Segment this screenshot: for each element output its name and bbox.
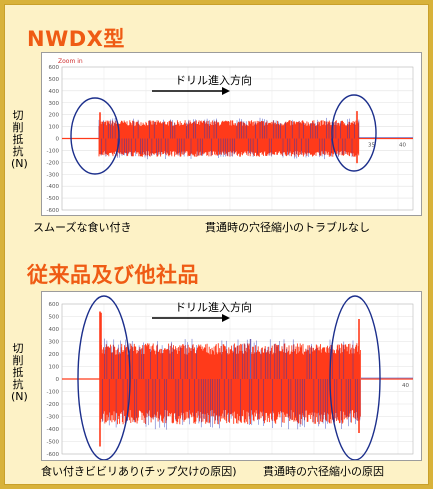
x-tick-label: 35 <box>368 143 375 149</box>
top-ylabel: 切削抵抗(N) <box>11 109 28 170</box>
y-tick-label: 300 <box>49 101 60 107</box>
bottom-note-right: 貫通時の穴径縮小の原因 <box>263 465 384 478</box>
entry-highlight-ellipse <box>77 295 131 460</box>
y-tick-label: 300 <box>49 340 60 346</box>
chart-header-text: Zoom in <box>58 58 83 65</box>
y-tick-label: -100 <box>47 390 60 396</box>
y-tick-label: -200 <box>47 402 60 408</box>
bottom-title: 従来品及び他社品 <box>27 263 199 287</box>
y-tick-label: 100 <box>49 125 60 131</box>
y-tick-label: -500 <box>47 440 60 446</box>
y-tick-label: 0 <box>56 137 60 143</box>
top-direction-label: ドリル進入方向 <box>175 74 252 87</box>
y-tick-label: 200 <box>49 113 60 119</box>
direction-arrow-head <box>222 314 230 322</box>
y-tick-label: -300 <box>47 172 60 178</box>
y-tick-label: 500 <box>49 77 60 83</box>
figure-frame: NWDX型 切削抵抗(N) Zoom in 600 500 400 300 200 100 0… <box>4 4 429 485</box>
y-tick-label: 200 <box>49 352 60 358</box>
top-title: NWDX型 <box>27 27 125 51</box>
y-tick-label: 0 <box>56 377 60 383</box>
y-tick-label: -400 <box>47 184 60 190</box>
y-tick-label: -600 <box>47 208 60 214</box>
y-tick-label: 400 <box>49 89 60 95</box>
y-tick-label: -500 <box>47 196 60 202</box>
top-note-right: 貫通時の穴径縮小のトラブルなし <box>205 221 370 234</box>
y-tick-label: 100 <box>49 365 60 371</box>
bottom-ylabel: 切削抵抗(N) <box>11 342 28 403</box>
x-tick-label: 40 <box>402 383 409 389</box>
entry-highlight-ellipse <box>70 97 120 175</box>
y-tick-label: -300 <box>47 415 60 421</box>
x-tick-label: 40 <box>399 143 406 149</box>
y-tick-label: 400 <box>49 327 60 333</box>
y-tick-label: -600 <box>47 452 60 458</box>
series-blue-band <box>98 117 360 160</box>
y-tick-label: 600 <box>49 65 60 71</box>
y-tick-label: 600 <box>49 302 60 308</box>
y-tick-label: 500 <box>49 315 60 321</box>
bottom-direction-label: ドリル進入方向 <box>175 301 252 314</box>
exit-highlight-ellipse <box>331 94 377 172</box>
y-tick-label: -200 <box>47 160 60 166</box>
bottom-chart-panel: 600 500 400 300 200 100 0 -100 -200 -300 -400 -500 -… <box>41 291 422 461</box>
bottom-note-left: 食い付きビビリあり(チップ欠けの原因) <box>41 465 237 478</box>
y-tick-label: -400 <box>47 427 60 433</box>
bottom-force-chart: 600 500 400 300 200 100 0 -100 -200 -300 -400 -500 -… <box>47 295 414 460</box>
direction-arrow-head <box>222 87 230 95</box>
y-tick-label: -100 <box>47 148 60 154</box>
top-note-left: スムーズな食い付き <box>33 221 132 234</box>
exit-highlight-ellipse <box>329 295 381 460</box>
top-chart-panel: Zoom in 600 500 400 300 200 100 0 -100 -200 -300 -4… <box>41 52 422 216</box>
